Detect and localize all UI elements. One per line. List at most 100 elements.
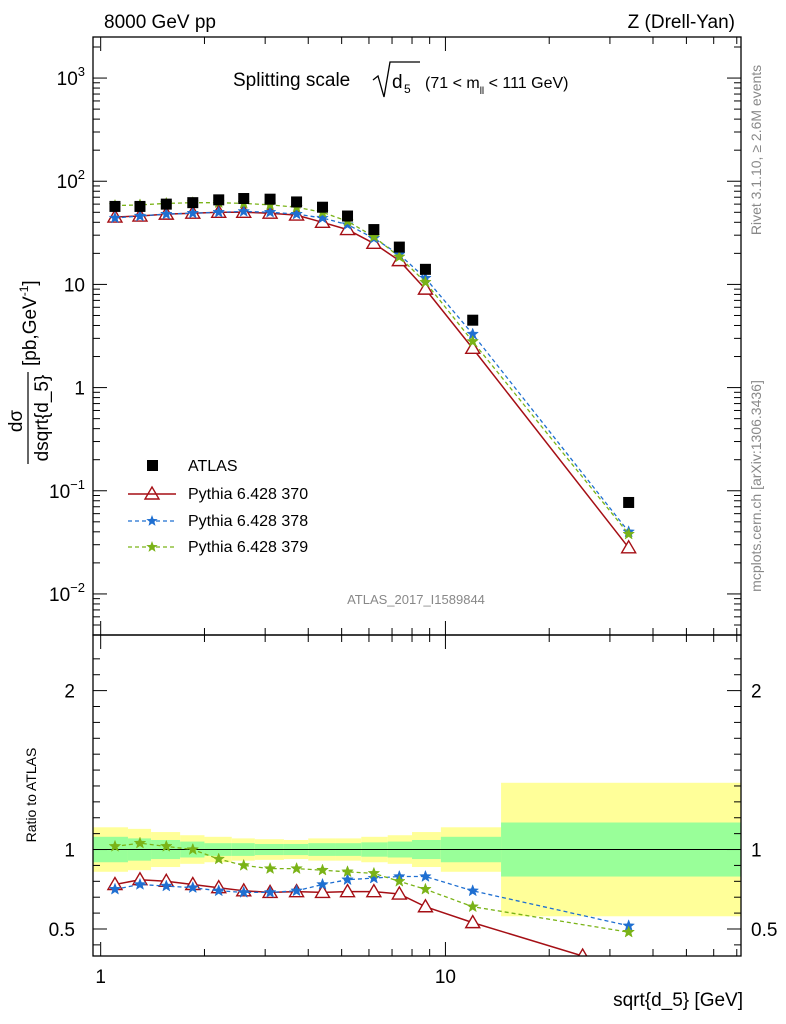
main-point-pythia-6-428-378 (263, 205, 277, 218)
legend-atlas-marker (147, 460, 158, 471)
title-sqrt-arg: d (392, 72, 403, 93)
ratio-point-pythia-6-428-379 (237, 858, 251, 871)
main-point-pythia-6-428-370 (620, 539, 637, 554)
ratio-point-pythia-6-428-379 (186, 842, 200, 855)
main-point-atlas (467, 314, 479, 326)
y-tick-label: 10 (64, 275, 85, 296)
legend-379-marker (146, 541, 158, 552)
ratio-point-pythia-6-428-378 (290, 884, 303, 897)
main-point-atlas (291, 196, 303, 208)
title-prefix: Splitting scale (233, 70, 350, 91)
main-point-atlas (134, 200, 146, 212)
title-range-sub: ll (480, 86, 484, 97)
main-point-pythia-6-428-370 (417, 280, 434, 295)
ratio-series-pythia-6-428-378 (108, 869, 636, 932)
ratio-point-pythia-6-428-379 (419, 882, 432, 895)
ratio-plot-frame (92, 634, 742, 957)
y-tick-label: 1 (74, 379, 85, 400)
y-tick-label: 10−2 (49, 580, 85, 606)
main-point-atlas (264, 193, 276, 205)
ratio-y-tick-label-right: 0.5 (751, 920, 777, 941)
main-line-pythia-6-428-378 (114, 210, 630, 533)
title-range-post: < 111 GeV) (484, 75, 568, 92)
legend-378-marker (146, 515, 158, 526)
main-point-pythia-6-428-378 (290, 207, 303, 220)
y-axis-label-ratio: Ratio to ATLAS (23, 748, 39, 843)
svg-text:[pb,GeV-1]: [pb,GeV-1] (17, 280, 41, 366)
ratio-y-tick-label-right: 2 (751, 682, 762, 703)
ratio-point-pythia-6-428-378 (133, 877, 147, 890)
y-tick-label: 103 (57, 64, 85, 90)
y-tick-label: 10−1 (49, 477, 85, 503)
ratio-point-pythia-6-428-378 (367, 871, 381, 884)
x-tick-label: 10 (435, 967, 456, 988)
ratio-point-pythia-6-428-379 (341, 865, 354, 878)
rivet-label: Rivet 3.1.10, ≥ 2.6M events (748, 65, 764, 235)
y-tick-label: 102 (57, 167, 85, 193)
main-point-atlas (213, 194, 225, 206)
analysis-id: ATLAS_2017_I1589844 (347, 592, 485, 607)
ratio-point-pythia-6-428-379 (133, 836, 147, 849)
svg-text:(71 < mll < 111 GeV): (71 < mll < 111 GeV) (425, 75, 568, 97)
title-sqrt-sub: 5 (404, 82, 411, 96)
main-point-pythia-6-428-379 (419, 275, 432, 288)
main-point-pythia-6-428-378 (237, 204, 251, 217)
main-point-pythia-6-428-378 (186, 206, 200, 219)
ratio-series (106, 836, 636, 956)
main-point-atlas (368, 224, 380, 236)
main-point-atlas (342, 210, 354, 222)
ratio-point-pythia-6-428-379 (263, 861, 277, 875)
title-range-pre: (71 < m (425, 75, 480, 92)
ratio-point-pythia-6-428-379 (622, 925, 636, 938)
main-panel: 10−2 10−1 1 10 102 103 Splitting scale d 5 (7… (6, 36, 742, 636)
ratio-point-pythia-6-428-379 (159, 839, 173, 852)
ratio-point-pythia-6-428-379 (108, 839, 122, 852)
ratio-point-pythia-6-428-370 (417, 898, 434, 913)
ratio-point-pythia-6-428-379 (316, 863, 329, 876)
ratio-point-pythia-6-428-378 (341, 872, 354, 886)
y-axis-label-main: dσ dsqrt{d_5} [pb,GeV-1] (6, 280, 53, 464)
plot-title: Splitting scale d 5 (71 < mll < 111 GeV) (233, 61, 568, 98)
ratio-point-pythia-6-428-370 (365, 883, 383, 898)
ratio-point-pythia-6-428-379 (367, 866, 381, 879)
ratio-y-tick-label-right: 1 (751, 841, 762, 862)
legend: ATLAS Pythia 6.428 370 Pythia 6.428 378 … (128, 458, 308, 556)
ratio-point-pythia-6-428-378 (316, 877, 329, 890)
ylabel-unit: [pb,GeV (20, 296, 41, 366)
x-tick-labels: 1 10 (95, 967, 456, 988)
ratio-y-tick-label: 0.5 (49, 920, 75, 941)
ratio-y-tick-label: 1 (64, 841, 75, 862)
legend-370-marker (143, 485, 161, 500)
ratio-point-pythia-6-428-370 (391, 885, 408, 900)
ylabel-num: dσ (6, 410, 27, 433)
legend-379-label: Pythia 6.428 379 (188, 539, 308, 556)
ratio-point-pythia-6-428-378 (159, 879, 173, 892)
ratio-y-tick-label: 2 (64, 682, 75, 703)
ylabel-unit-exp: -1 (17, 285, 31, 296)
legend-370-label: Pythia 6.428 370 (188, 486, 308, 503)
ratio-point-pythia-6-428-379 (290, 861, 303, 875)
ratio-series-pythia-6-428-379 (108, 836, 636, 938)
main-series-atlas (109, 193, 635, 508)
x-axis-label: sqrt{d_5} [GeV] (613, 990, 743, 1011)
main-point-pythia-6-428-378 (212, 205, 226, 218)
ratio-point-pythia-6-428-378 (186, 881, 200, 894)
main-point-pythia-6-428-378 (316, 211, 329, 224)
main-point-atlas (187, 197, 199, 209)
ylabel-den: dsqrt{d_5} (32, 375, 53, 462)
mcplots-label: mcplots.cern.ch [arXiv:1306.3436] (748, 380, 764, 592)
ratio-point-pythia-6-428-370 (464, 914, 481, 929)
main-point-pythia-6-428-378 (159, 207, 173, 220)
ratio-point-pythia-6-428-379 (392, 874, 406, 887)
main-point-pythia-6-428-378 (341, 217, 354, 230)
ratio-point-pythia-6-428-378 (108, 882, 122, 895)
legend-atlas-label: ATLAS (188, 458, 238, 475)
ratio-point-pythia-6-428-379 (466, 899, 480, 913)
legend-378-label: Pythia 6.428 378 (188, 513, 308, 530)
main-series (106, 193, 637, 554)
ratio-axis-ticks: 0.5 0.5 1 1 2 2 (49, 635, 777, 956)
main-point-atlas (419, 263, 431, 275)
ratio-point-pythia-6-428-378 (419, 869, 432, 882)
main-point-atlas (160, 198, 172, 210)
